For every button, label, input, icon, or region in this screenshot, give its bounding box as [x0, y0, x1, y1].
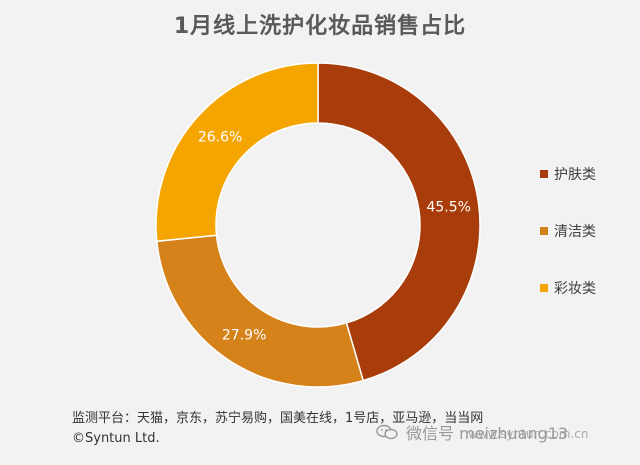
watermark: 微信号 meizhuang13 [376, 420, 568, 444]
legend-swatch-skincare [540, 170, 548, 178]
chart-title: 1月线上洗护化妆品销售占比 [173, 14, 467, 39]
legend-swatch-makeup [540, 284, 548, 292]
wechat-icon [376, 424, 398, 440]
source-platforms: 监测平台：天猫，京东，苏宁易购，国美在线，1号店，亚马逊，当当网 [72, 411, 484, 426]
watermark-url: www.syntun.com.cn [468, 427, 589, 441]
donut-slice-makeup [155, 62, 319, 243]
legend-item-makeup: 彩妆类 [540, 277, 596, 299]
source-copyright: ©Syntun Ltd. [72, 431, 160, 446]
chart-legend: 护肤类 清洁类 彩妆类 [540, 163, 596, 334]
source-note: 监测平台：天猫，京东，苏宁易购，国美在线，1号店，亚马逊，当当网 ©Syntun… [72, 409, 483, 449]
legend-item-cleansing: 清洁类 [540, 220, 596, 242]
donut-slice-cleansing [155, 234, 365, 388]
data-label-skincare: 45.5% [426, 199, 470, 215]
legend-swatch-cleansing [540, 227, 548, 235]
legend-item-skincare: 护肤类 [540, 163, 596, 185]
legend-label-skincare: 护肤类 [554, 167, 596, 183]
data-label-makeup: 26.6% [198, 129, 242, 145]
legend-label-cleansing: 清洁类 [554, 224, 596, 240]
watermark-wechat-id: 微信号 meizhuang13 [406, 424, 569, 443]
legend-label-makeup: 彩妆类 [554, 281, 596, 297]
data-label-cleansing: 27.9% [222, 327, 266, 343]
donut-slice-skincare [317, 62, 481, 382]
